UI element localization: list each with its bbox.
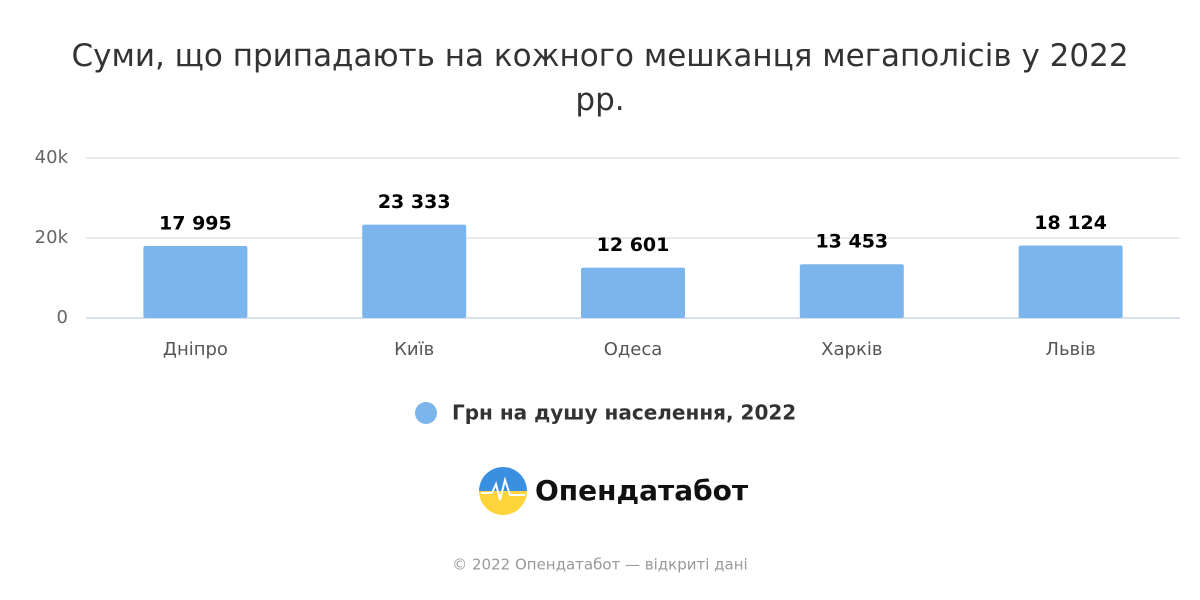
x-tick-label: Львів bbox=[1045, 339, 1095, 360]
y-tick-label: 40k bbox=[35, 147, 69, 168]
value-label: 23 333 bbox=[378, 191, 451, 213]
x-tick-label: Київ bbox=[394, 339, 434, 360]
value-label: 13 453 bbox=[815, 231, 888, 253]
value-label: 17 995 bbox=[159, 213, 232, 235]
footer: © 2022 Опендатабот — відкриті дані bbox=[452, 556, 747, 574]
y-tick-label: 20k bbox=[35, 227, 69, 248]
x-tick-label: Дніпро bbox=[163, 339, 228, 360]
logo-pulse bbox=[481, 476, 525, 501]
bar bbox=[1018, 245, 1123, 318]
logo-text: Опендатабот bbox=[535, 474, 749, 507]
legend-label[interactable]: Грн на душу населення, 2022 bbox=[452, 401, 796, 425]
chart-title: Суми, що припадають на кожного мешканця … bbox=[71, 38, 1129, 118]
value-label: 18 124 bbox=[1034, 212, 1107, 234]
y-tick-label: 0 bbox=[57, 307, 68, 328]
x-tick-label: Одеса bbox=[604, 339, 663, 360]
bar bbox=[362, 224, 467, 318]
value-label: 12 601 bbox=[597, 234, 670, 256]
bar bbox=[143, 246, 248, 318]
legend-swatch[interactable] bbox=[415, 402, 437, 424]
x-tick-label: Харків bbox=[821, 339, 882, 360]
bar bbox=[581, 267, 685, 318]
bar bbox=[799, 264, 904, 318]
